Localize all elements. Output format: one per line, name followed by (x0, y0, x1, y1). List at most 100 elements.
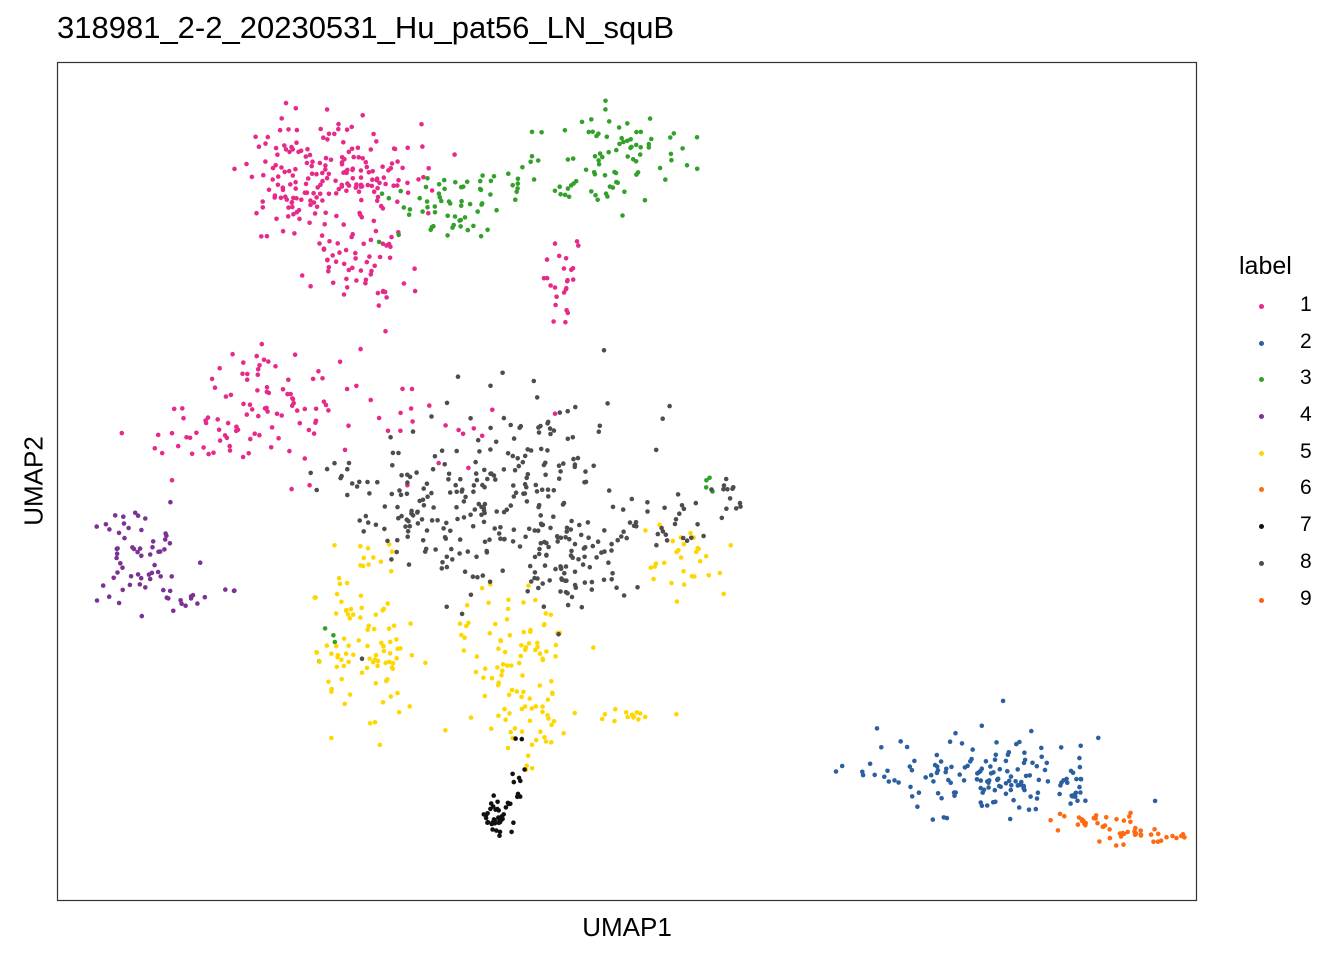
point-label-8 (654, 542, 659, 548)
point-label-3 (480, 173, 485, 178)
point-label-5 (542, 735, 547, 740)
point-label-2 (1015, 767, 1020, 772)
point-label-8 (558, 469, 563, 474)
point-label-8 (554, 534, 560, 539)
point-label-5 (545, 697, 551, 702)
point-label-5 (509, 687, 515, 693)
point-label-8 (453, 482, 459, 488)
point-label-5 (332, 543, 337, 548)
point-label-8 (677, 511, 682, 516)
point-label-8 (405, 534, 411, 539)
point-label-3 (552, 188, 558, 194)
point-label-8 (444, 554, 450, 560)
point-label-8 (624, 535, 629, 541)
point-label-1 (360, 156, 366, 161)
point-label-4 (162, 537, 168, 542)
point-label-2 (985, 779, 990, 784)
point-label-4 (120, 565, 125, 570)
point-label-8 (551, 428, 557, 433)
point-label-2 (951, 790, 957, 795)
point-label-3 (520, 164, 525, 170)
point-label-5 (728, 543, 733, 548)
point-label-1 (249, 174, 255, 180)
legend-item-1: 1 (1234, 293, 1312, 332)
point-label-2 (986, 785, 991, 790)
point-label-5 (387, 651, 393, 656)
point-label-3 (531, 177, 537, 182)
point-label-3 (606, 119, 612, 124)
point-label-5 (365, 643, 370, 649)
point-label-4 (106, 594, 112, 599)
point-label-8 (586, 535, 591, 540)
point-label-8 (536, 430, 542, 435)
point-label-1 (339, 161, 345, 167)
point-label-8 (420, 538, 426, 543)
point-label-1 (563, 255, 569, 261)
point-label-8 (578, 532, 584, 538)
point-label-8 (473, 471, 479, 476)
point-label-3 (417, 195, 423, 201)
point-label-8 (397, 488, 402, 493)
point-label-8 (359, 656, 365, 661)
point-label-8 (516, 463, 522, 469)
point-label-8 (660, 529, 666, 534)
point-label-1 (265, 409, 270, 414)
point-label-5 (461, 648, 467, 653)
point-label-5 (553, 642, 559, 648)
point-label-2 (978, 778, 984, 783)
point-label-5 (386, 542, 392, 547)
point-label-7 (497, 819, 503, 825)
point-label-4 (166, 596, 171, 601)
point-label-5 (525, 753, 531, 759)
point-label-4 (127, 582, 133, 588)
point-label-4 (149, 570, 155, 576)
point-label-4 (178, 598, 183, 603)
point-label-5 (505, 745, 511, 751)
point-label-5 (378, 559, 384, 564)
point-label-1 (339, 184, 345, 189)
point-label-5 (693, 549, 699, 555)
point-label-2 (1078, 776, 1083, 782)
point-label-7 (505, 800, 511, 806)
point-label-2 (941, 815, 947, 820)
point-label-8 (545, 419, 551, 425)
point-label-1 (217, 366, 222, 371)
point-label-1 (255, 388, 260, 393)
point-label-5 (721, 591, 726, 597)
point-label-8 (538, 446, 544, 452)
point-label-5 (334, 664, 340, 670)
point-label-3 (704, 478, 709, 483)
point-label-8 (501, 467, 507, 472)
point-label-8 (308, 470, 314, 476)
point-label-1 (175, 443, 181, 449)
point-label-1 (280, 228, 286, 234)
point-label-5 (527, 696, 532, 701)
point-label-4 (171, 608, 176, 614)
point-label-5 (642, 714, 648, 720)
point-label-2 (1074, 776, 1079, 782)
point-label-5 (688, 530, 693, 536)
point-label-2 (1033, 806, 1039, 812)
point-label-2 (872, 772, 877, 778)
point-label-1 (290, 173, 296, 178)
point-label-2 (953, 730, 958, 736)
point-label-1 (374, 198, 380, 203)
point-label-8 (470, 574, 476, 579)
point-label-8 (421, 486, 427, 491)
point-label-5 (482, 693, 488, 699)
point-label-3 (386, 195, 392, 201)
point-label-4 (111, 575, 116, 581)
point-label-5 (500, 668, 505, 674)
point-label-1 (241, 401, 246, 407)
point-label-5 (391, 623, 397, 628)
point-label-8 (361, 529, 367, 534)
point-label-8 (500, 568, 506, 573)
point-label-8 (645, 500, 650, 505)
point-label-3 (441, 177, 447, 183)
point-label-8 (675, 492, 681, 497)
point-label-3 (570, 156, 576, 161)
point-label-1 (318, 126, 324, 132)
point-label-1 (255, 372, 261, 378)
point-label-8 (587, 564, 593, 570)
point-label-2 (1008, 787, 1014, 793)
